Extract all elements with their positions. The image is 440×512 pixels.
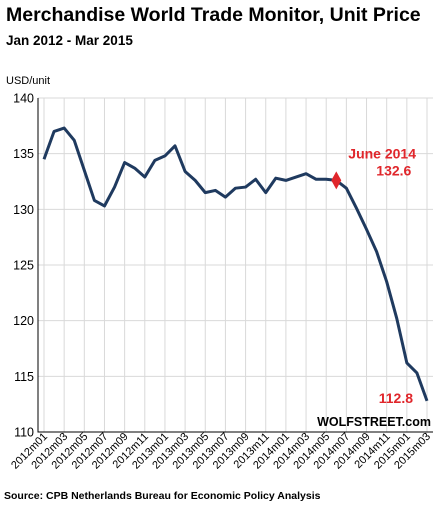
series-line	[42, 126, 429, 402]
annotation-june-2014-label: June 2014	[348, 145, 416, 161]
marker-june-2014	[331, 171, 342, 190]
y-tick-label-135: 135	[13, 147, 34, 161]
x-axis-ticks: 2012m012012m032012m052012m072012m092012m…	[9, 431, 433, 472]
watermark-wolfstreet: WOLFSTREET.com	[317, 415, 431, 429]
annotation-june-2014-value: 132.6	[376, 162, 411, 178]
annotation-mar-2015-value: 112.8	[379, 390, 413, 406]
plot-frame	[37, 98, 433, 433]
annotation-markers	[331, 171, 342, 190]
y-axis-ticks: 110 115 120 125 130 135 140	[13, 92, 34, 440]
chart-subtitle: Jan 2012 - Mar 2015	[6, 33, 133, 48]
y-tick-label-130: 130	[13, 203, 34, 217]
y-tick-label-120: 120	[13, 314, 34, 328]
y-tick-label-125: 125	[13, 259, 34, 273]
grid-lines	[38, 97, 433, 433]
chart-title: Merchandise World Trade Monitor, Unit Pr…	[6, 4, 421, 26]
y-tick-label-140: 140	[13, 92, 34, 106]
y-tick-label-115: 115	[14, 370, 34, 384]
y-axis-label: USD/unit	[6, 75, 50, 87]
source-note: Source: CPB Netherlands Bureau for Econo…	[4, 490, 321, 502]
y-tick-label-110: 110	[14, 426, 34, 440]
